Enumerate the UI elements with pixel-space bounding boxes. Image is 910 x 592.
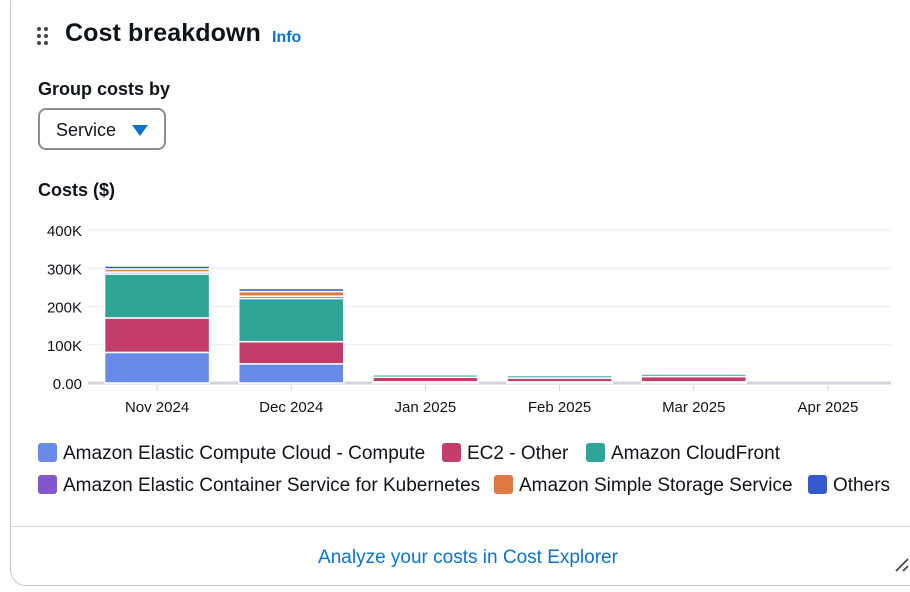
- legend-swatch: [808, 475, 827, 494]
- bar-segment: [238, 340, 345, 365]
- legend-label: Amazon CloudFront: [611, 443, 780, 464]
- legend-swatch: [38, 443, 57, 462]
- legend-label: Amazon Elastic Compute Cloud - Compute: [63, 443, 426, 464]
- bar-segment: [640, 375, 747, 383]
- bar-segment: [238, 287, 345, 293]
- y-tick-label: 400K: [47, 223, 82, 240]
- cost-explorer-link[interactable]: Analyze your costs in Cost Explorer: [318, 547, 618, 568]
- bar-segment: [372, 372, 479, 375]
- x-tick-label: Jan 2025: [395, 399, 457, 416]
- legend-item-ec2-other[interactable]: EC2 - Other: [442, 443, 568, 465]
- info-link[interactable]: Info: [272, 29, 302, 46]
- group-by-select[interactable]: Service: [38, 108, 166, 150]
- bar-segment: [238, 297, 345, 343]
- x-tick-label: Dec 2024: [259, 399, 323, 416]
- legend-label: Amazon Simple Storage Service: [519, 475, 793, 496]
- drag-handle-icon[interactable]: [37, 27, 49, 45]
- y-tick-label: 200K: [47, 300, 82, 317]
- bar-segment: [506, 373, 613, 376]
- bar-segment: [103, 273, 211, 319]
- legend-swatch: [494, 475, 513, 494]
- group-by-value: Service: [56, 120, 117, 140]
- legend-swatch: [442, 443, 461, 462]
- x-tick-label: Mar 2025: [662, 399, 725, 416]
- y-tick-label: 0.00: [53, 376, 82, 393]
- y-tick-label: 100K: [47, 338, 82, 355]
- widget-title: Cost breakdown: [65, 19, 261, 47]
- legend-label: EC2 - Other: [467, 443, 569, 464]
- legend-label: Others: [833, 475, 891, 496]
- legend-label: Amazon Elastic Container Service for Kub…: [63, 475, 481, 496]
- x-tick-label: Apr 2025: [797, 399, 858, 416]
- y-tick-label: 300K: [47, 261, 82, 278]
- legend-item-s3[interactable]: Amazon Simple Storage Service: [494, 475, 793, 497]
- legend-item-eks[interactable]: Amazon Elastic Container Service for Kub…: [38, 475, 480, 497]
- x-tick-label: Nov 2024: [125, 399, 189, 416]
- bar-segment: [640, 371, 747, 375]
- legend-swatch: [38, 475, 57, 494]
- bar-segment: [103, 265, 211, 270]
- legend-item-ec2-compute[interactable]: Amazon Elastic Compute Cloud - Compute: [38, 443, 425, 465]
- x-tick-label: Feb 2025: [528, 399, 591, 416]
- bar-segment: [238, 363, 345, 384]
- caret-down-icon: [132, 125, 148, 136]
- bar-segment: [103, 351, 211, 384]
- legend-swatch: [586, 443, 605, 462]
- group-by-label: Group costs by: [38, 79, 171, 99]
- resize-handle-icon[interactable]: [893, 556, 909, 572]
- footer-divider: [11, 526, 910, 527]
- cost-bar-chart: 0.00 100K 200K 300K 400K Nov 2024 Dec 2024 Jan …: [47, 223, 891, 416]
- chart-axis-title: Costs ($): [38, 180, 116, 200]
- bar-segment: [103, 317, 211, 354]
- legend-item-others[interactable]: Others: [808, 475, 890, 497]
- legend-item-cloudfront[interactable]: Amazon CloudFront: [586, 443, 780, 465]
